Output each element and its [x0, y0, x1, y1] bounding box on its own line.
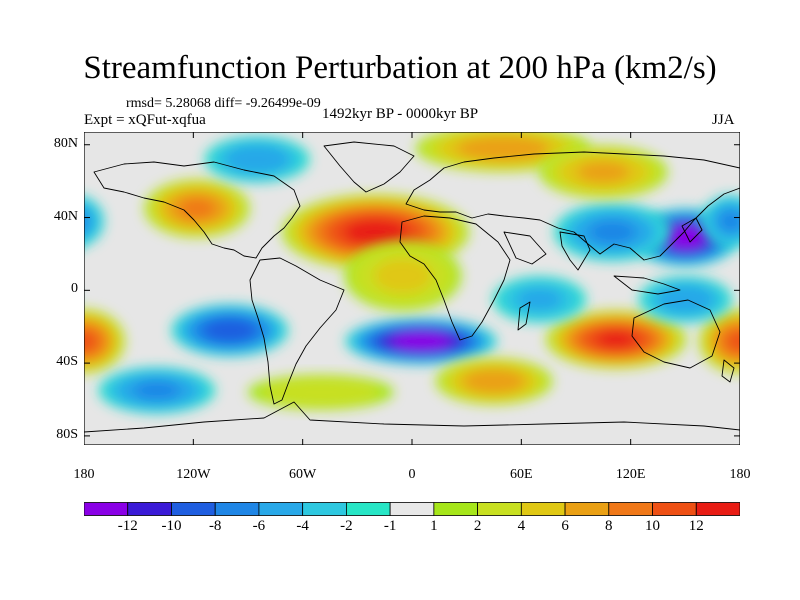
anomaly-africa-mid-positive	[344, 240, 462, 311]
anomaly-indian-negative	[492, 276, 587, 323]
coastline-madagascar	[517, 301, 531, 331]
anomaly-contour	[84, 204, 96, 238]
colorbar-box	[695, 502, 740, 516]
x-tick-label: 60W	[289, 467, 317, 482]
anomaly-contour	[400, 334, 443, 348]
x-tick-label: 180	[73, 467, 95, 482]
rmsd-diff-stats: rmsd= 5.28068 diff= -9.26499e-09	[126, 96, 321, 111]
anomaly-dateline-negative	[84, 194, 740, 248]
colorbar-tick-label: 6	[561, 518, 569, 534]
y-tick-label: 80N	[53, 135, 78, 151]
x-tick-label: 60E	[510, 467, 533, 482]
anomaly-contour	[655, 284, 715, 315]
colorbar-tick-label: 2	[473, 518, 482, 534]
x-tick-label: 180	[729, 467, 751, 482]
coastline-arabia	[503, 231, 547, 265]
anomaly-contour	[577, 161, 630, 183]
coastline-eurasia	[405, 151, 740, 261]
colorbar-box	[302, 502, 347, 516]
anomaly-west-pacific-low-extension	[554, 202, 671, 262]
y-tick-label: 0	[71, 281, 78, 297]
coastline-new-zealand	[721, 359, 735, 383]
colorbar-tick-label: -1	[383, 518, 397, 534]
y-tick-label: 40N	[53, 208, 78, 224]
x-tick-label: 120W	[176, 467, 211, 482]
anomaly-contour	[516, 287, 563, 312]
anomaly-north-america-high	[144, 179, 250, 238]
coastline-north-america	[93, 161, 301, 259]
anomaly-south-pacific-low	[171, 304, 289, 357]
anomaly-contour	[727, 331, 740, 352]
streamfunction-map	[84, 132, 740, 445]
anomaly-south-atlantic-low	[345, 317, 497, 365]
anomaly-contour	[718, 210, 740, 232]
colorbar-tick-label: 4	[517, 518, 526, 534]
colorbar	[84, 502, 740, 516]
colorbar-box	[477, 502, 522, 516]
colorbar-tick-label: -8	[208, 518, 222, 534]
experiment-label: Expt = xQFut-xqfua	[84, 112, 206, 128]
colorbar-box	[608, 502, 653, 516]
colorbar-box	[258, 502, 304, 516]
colorbar-boxes	[84, 502, 740, 516]
colorbar-box	[564, 502, 610, 516]
anomaly-contour	[343, 218, 408, 246]
coastline-australia	[631, 299, 721, 369]
coastline-india	[559, 231, 591, 271]
x-tick-label: 120E	[615, 467, 646, 482]
colorbar-box	[214, 502, 260, 516]
coastline-africa	[399, 215, 511, 341]
coastline-greenland	[323, 141, 415, 193]
y-tick-label: 40S	[56, 354, 78, 370]
colorbar-tick-label: -12	[117, 518, 138, 534]
colorbar-tick-label: 1	[430, 518, 438, 534]
anomaly-contour	[373, 258, 433, 294]
anomaly-contour	[178, 198, 216, 219]
anomaly-contour	[595, 331, 637, 348]
coastline-japan	[681, 217, 703, 243]
anomaly-contour	[462, 368, 526, 394]
anomaly-southern-ocean-negative	[98, 367, 216, 414]
colorbar-tick-label: 12	[688, 518, 704, 534]
anomaly-south-america-positive	[248, 374, 394, 410]
colorbar-box	[433, 502, 479, 516]
colorbar-box	[345, 502, 391, 516]
colorbar-tick-label: -10	[161, 518, 182, 534]
anomaly-contour	[202, 318, 258, 343]
chart-title: Streamfunction Perturbation at 200 hPa (…	[83, 50, 717, 86]
colorbar-box	[127, 502, 172, 516]
anomaly-contour	[84, 331, 97, 352]
anomaly-contour	[133, 380, 181, 400]
colorbar-box	[389, 502, 435, 516]
colorbar-tick-label: -2	[340, 518, 353, 534]
coastline-antarctica	[84, 401, 740, 433]
anomaly-siberia-positive	[539, 145, 668, 199]
tick-layer	[84, 132, 740, 445]
anomaly-indian-ocean-high	[435, 358, 553, 405]
coastline-maritime-continent	[613, 275, 681, 295]
colorbar-box	[652, 502, 697, 516]
colorbar-tick-label: 8	[605, 518, 613, 534]
anomaly-layer	[84, 132, 740, 414]
x-tick-label: 0	[408, 467, 416, 482]
coastline-south-america	[249, 257, 345, 405]
colorbar-tick-label: -4	[296, 518, 309, 534]
y-tick-label: 80S	[56, 426, 78, 442]
period-label: 1492kyr BP - 0000kyr BP	[322, 106, 479, 122]
colorbar-tick-label: -6	[252, 518, 266, 534]
coastline-layer	[84, 141, 740, 433]
colorbar-box	[520, 502, 566, 516]
anomaly-contour	[588, 220, 637, 244]
anomaly-contour	[670, 229, 700, 246]
anomaly-south-pacific-gyre-negative	[638, 276, 732, 323]
colorbar-box	[84, 502, 129, 516]
season-label: JJA	[712, 112, 735, 128]
anomaly-contour	[261, 377, 381, 407]
colorbar-box	[171, 502, 216, 516]
anomaly-contour	[223, 144, 291, 175]
anomaly-greenland-negative	[204, 136, 310, 183]
colorbar-tick-label: 10	[645, 518, 661, 534]
